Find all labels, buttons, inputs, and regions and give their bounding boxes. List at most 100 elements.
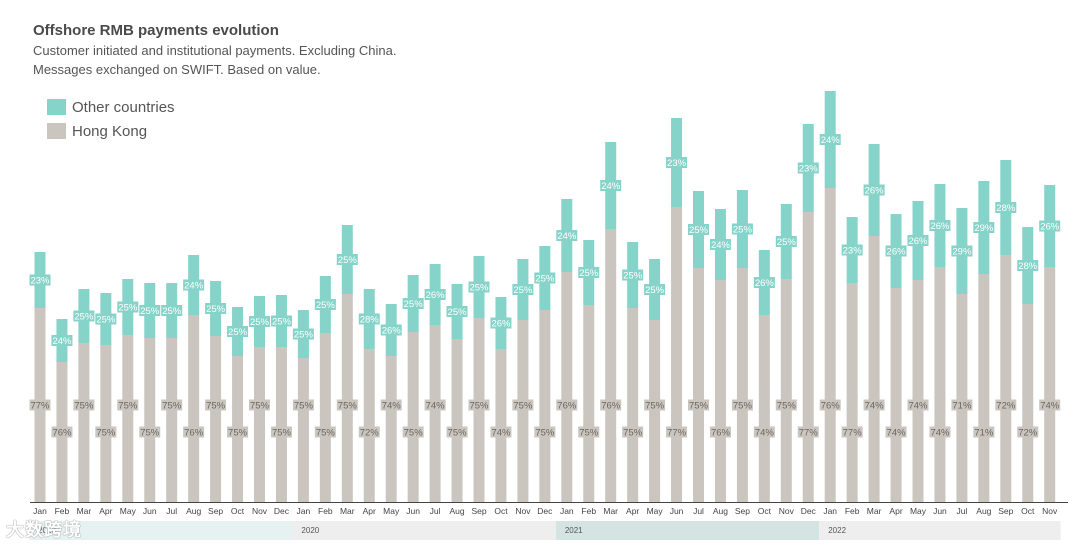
- x-tick-label-17: Jun: [406, 506, 420, 516]
- label-hong-kong-39: 74%: [887, 428, 907, 439]
- label-hong-kong-20-bg: [468, 399, 490, 411]
- label-hong-kong-13: 75%: [316, 428, 336, 439]
- label-hong-kong-35-bg: [797, 426, 819, 438]
- label-hong-kong-15: 72%: [360, 428, 380, 439]
- label-other-countries-7-bg: [183, 279, 205, 291]
- label-hong-kong-14-bg: [336, 399, 358, 411]
- x-tick-label-40: May: [910, 506, 927, 516]
- label-other-countries-23-bg: [534, 272, 556, 284]
- x-tick-label-11: Dec: [274, 506, 290, 516]
- label-other-countries-31-bg: [709, 239, 731, 250]
- label-other-countries-16: 26%: [382, 326, 402, 337]
- label-other-countries-42: 29%: [952, 247, 972, 258]
- label-other-countries-4: 25%: [118, 303, 138, 314]
- bar-hong-kong-40: [912, 280, 924, 502]
- bar-hong-kong-30: [693, 268, 704, 502]
- x-tick-label-34: Nov: [779, 506, 795, 516]
- x-tick-label-14: Mar: [340, 506, 355, 516]
- bar-hong-kong-25: [583, 305, 595, 502]
- label-hong-kong-32-bg: [731, 399, 753, 411]
- label-other-countries-8-bg: [205, 303, 227, 314]
- label-hong-kong-7-bg: [183, 426, 205, 438]
- label-other-countries-30: 25%: [689, 225, 709, 236]
- legend-swatch-hong-kong: [47, 123, 66, 139]
- year-label-2020: 2020: [301, 526, 319, 535]
- bar-hong-kong-33: [758, 315, 770, 502]
- label-hong-kong-23-bg: [534, 426, 556, 438]
- label-other-countries-28-bg: [644, 284, 666, 295]
- label-other-countries-32: 25%: [733, 225, 753, 236]
- x-tick-label-13: Feb: [318, 506, 333, 516]
- label-hong-kong-25: 75%: [579, 428, 599, 439]
- label-other-countries-5: 25%: [140, 306, 160, 317]
- label-other-countries-37: 23%: [843, 246, 863, 257]
- bar-hong-kong-16: [385, 356, 397, 502]
- label-hong-kong-20: 75%: [469, 401, 489, 412]
- label-other-countries-10: 25%: [250, 317, 270, 328]
- bar-hong-kong-41: [934, 267, 946, 502]
- label-other-countries-21-bg: [490, 317, 512, 329]
- label-hong-kong-22-bg: [512, 399, 534, 411]
- label-other-countries-35-bg: [797, 162, 819, 174]
- label-hong-kong-3-bg: [95, 426, 117, 438]
- label-other-countries-19: 25%: [448, 307, 468, 318]
- label-hong-kong-14: 75%: [338, 401, 358, 412]
- label-hong-kong-26: 76%: [601, 401, 621, 412]
- bar-hong-kong-34: [780, 279, 792, 502]
- bar-hong-kong-19: [451, 339, 463, 502]
- label-hong-kong-36: 76%: [821, 401, 841, 412]
- legend: Other countries Hong Kong: [47, 95, 175, 143]
- x-tick-label-1: Feb: [55, 506, 70, 516]
- bar-hong-kong-27: [627, 308, 639, 502]
- x-tick-label-30: Jul: [693, 506, 704, 516]
- label-hong-kong-41: 74%: [930, 428, 950, 439]
- label-other-countries-10-bg: [249, 316, 270, 327]
- label-other-countries-29-bg: [666, 157, 688, 168]
- label-other-countries-21: 26%: [491, 319, 511, 330]
- x-tick-label-29: Jun: [670, 506, 684, 516]
- label-other-countries-27: 25%: [623, 271, 643, 282]
- label-hong-kong-13-bg: [314, 426, 336, 438]
- label-other-countries-25: 25%: [579, 268, 599, 279]
- bar-hong-kong-46: [1044, 267, 1056, 502]
- x-tick-label-39: Apr: [889, 506, 902, 516]
- label-hong-kong-46-bg: [1039, 399, 1061, 411]
- label-hong-kong-31: 76%: [711, 428, 731, 439]
- bar-hong-kong-24: [561, 272, 573, 502]
- chart-title: Offshore RMB payments evolution: [33, 22, 279, 39]
- label-hong-kong-0-bg: [29, 399, 51, 411]
- bar-hong-kong-11: [275, 347, 287, 502]
- label-hong-kong-9-bg: [227, 426, 249, 438]
- x-tick-label-26: Mar: [603, 506, 618, 516]
- label-hong-kong-43: 71%: [974, 428, 994, 439]
- x-tick-label-31: Aug: [713, 506, 728, 516]
- label-other-countries-23: 25%: [535, 274, 555, 285]
- bar-hong-kong-32: [736, 268, 748, 502]
- label-hong-kong-1: 76%: [52, 428, 72, 439]
- label-hong-kong-41-bg: [929, 426, 951, 438]
- label-hong-kong-34: 75%: [777, 401, 797, 412]
- x-tick-label-24: Jan: [560, 506, 574, 516]
- label-other-countries-14: 25%: [338, 255, 358, 266]
- label-hong-kong-30-bg: [688, 399, 709, 411]
- label-hong-kong-16-bg: [380, 399, 402, 411]
- x-tick-label-20: Sep: [471, 506, 486, 516]
- label-hong-kong-3: 75%: [96, 428, 116, 439]
- year-band-2022: [819, 521, 1061, 540]
- label-other-countries-12: 25%: [294, 330, 314, 341]
- label-other-countries-17-bg: [402, 298, 424, 309]
- label-other-countries-41: 26%: [930, 221, 950, 232]
- year-label-2022: 2022: [828, 526, 846, 535]
- label-hong-kong-18: 74%: [426, 401, 446, 412]
- legend-swatch-other-countries: [47, 99, 66, 115]
- label-other-countries-36-bg: [819, 134, 841, 145]
- x-tick-label-22: Nov: [515, 506, 531, 516]
- chart-subtitle: Customer initiated and institutional pay…: [33, 41, 533, 79]
- label-hong-kong-33-bg: [753, 426, 775, 438]
- label-hong-kong-42-bg: [951, 399, 973, 411]
- label-other-countries-20: 25%: [469, 283, 489, 294]
- label-other-countries-41-bg: [929, 220, 951, 231]
- watermark-text: 大数跨境: [6, 520, 82, 540]
- label-hong-kong-45: 72%: [1018, 428, 1038, 439]
